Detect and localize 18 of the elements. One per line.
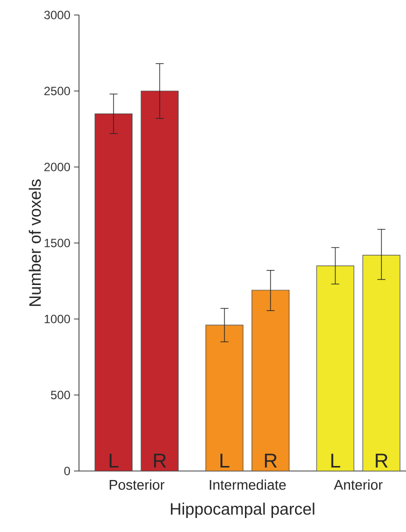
y-tick-label: 500: [50, 390, 70, 400]
x-tick-label: Anterior: [334, 480, 382, 490]
text: L: [331, 454, 340, 468]
y-tick-label: 2000: [44, 162, 70, 172]
y-tick-label: 2500: [44, 86, 70, 96]
x-tick-label: Intermediate: [210, 480, 286, 490]
x-tick-label: Posterior: [110, 480, 164, 490]
text: R: [264, 454, 277, 468]
y-axis-title: Number of voxels: [28, 179, 41, 306]
series-label: R: [154, 454, 166, 468]
series-label: L: [109, 454, 118, 468]
y-tick-label: 0: [64, 466, 70, 476]
x-axis-title: Hippocampal parcel: [170, 502, 314, 518]
y-tick-label: 1500: [44, 238, 70, 248]
y-tick-label: 1000: [44, 314, 70, 324]
text: L: [220, 454, 230, 468]
text: R: [376, 454, 388, 468]
y-tick-label: 3000: [44, 10, 70, 20]
